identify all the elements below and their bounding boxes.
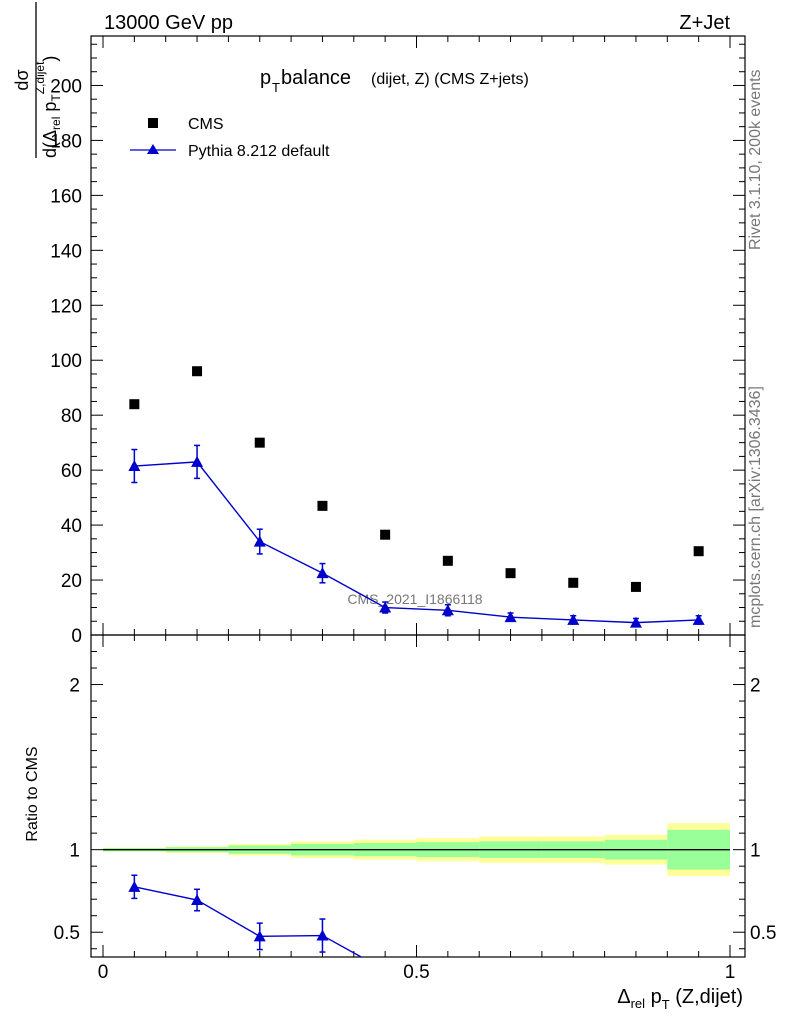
y-axis-label-ratio: Ratio to CMS — [24, 746, 41, 841]
legend-pythia-marker — [147, 144, 159, 154]
y-tick-label: 0 — [71, 626, 82, 647]
pythia-point — [379, 601, 392, 613]
y-tick-label: 80 — [61, 406, 82, 427]
cms-point — [380, 529, 391, 540]
ratio-y-tick-label: 0.5 — [54, 923, 80, 944]
legend: CMS Pythia 8.212 default — [130, 116, 330, 160]
header-left: 13000 GeV pp — [104, 12, 233, 34]
pythia-point — [567, 613, 580, 625]
y-tick-label: 120 — [50, 296, 82, 317]
legend-pythia-label: Pythia 8.212 default — [188, 143, 330, 160]
rivet-label: Rivet 3.1.10, 200k events — [747, 69, 764, 250]
y-tick-label: 200 — [50, 76, 82, 97]
x-axis-label: Δrel pT (Z,dijet) — [617, 986, 743, 1012]
legend-cms-marker — [148, 118, 158, 128]
y-tick-label: 180 — [50, 131, 82, 152]
plot-layer: 0 20 40 60 80 100 120 140 160 180 200 0 0.5 1 0.5 0.5 1 1… — [50, 35, 776, 983]
ratio-pythia-point — [253, 930, 266, 942]
cms-point — [568, 577, 579, 588]
title-rest: balance — [281, 67, 351, 89]
pythia-point — [128, 460, 141, 472]
x-tick-label: 0 — [98, 962, 109, 983]
ratio-pythia-point — [379, 964, 391, 975]
ratio-pythia-point — [316, 929, 329, 941]
pythia-point — [316, 567, 329, 579]
cms-point — [129, 399, 140, 410]
cms-point — [630, 581, 641, 592]
ratio-y-tick-label-right: 2 — [750, 676, 761, 697]
ylabel-num: dσ — [12, 69, 32, 90]
pythia-point — [504, 611, 517, 623]
ratio-y-tick-label-right: 0.5 — [750, 923, 776, 944]
x-tick-label: 0.5 — [403, 962, 429, 983]
pythia-point — [629, 616, 642, 628]
title-sub: T — [272, 80, 280, 95]
ratio-frame — [90, 634, 746, 958]
cms-point — [192, 366, 203, 377]
ratio-data-group — [128, 874, 391, 975]
header-right: Z+Jet — [679, 12, 730, 34]
y-tick-label: 100 — [50, 351, 82, 372]
cms-point — [505, 568, 516, 579]
cms-point — [317, 500, 328, 511]
ratio-pythia-point — [128, 880, 141, 892]
cms-point — [442, 555, 453, 566]
x-tick-label: 1 — [725, 962, 736, 983]
ratio-pythia-point — [191, 894, 204, 906]
y-tick-label: 40 — [61, 516, 82, 537]
mcplots-label: mcplots.cern.ch [arXiv:1306.3436] — [747, 386, 764, 628]
ratio-y-tick-label: 2 — [69, 676, 80, 697]
pythia-line — [134, 461, 699, 624]
legend-cms-label: CMS — [188, 116, 224, 133]
pythia-point — [692, 613, 705, 625]
ylabel-den: d(Δrel pTZ,dijet) — [33, 56, 63, 158]
pythia-point — [191, 455, 204, 467]
chart-title: p T balance (dijet, Z) (CMS Z+jets) — [260, 67, 529, 95]
y-tick-label: 60 — [61, 461, 82, 482]
pythia-point — [253, 535, 266, 547]
pythia-point — [441, 604, 454, 616]
y-tick-label: 140 — [50, 241, 82, 262]
y-tick-label: 160 — [50, 186, 82, 207]
y-axis-label-top: dσ d(Δrel pTZ,dijet) — [12, 2, 63, 158]
cms-point — [693, 546, 704, 557]
y-tick-label: 20 — [61, 571, 82, 592]
cms-point — [254, 437, 265, 448]
title-paren: (dijet, Z) (CMS Z+jets) — [371, 71, 529, 88]
title-p: p — [260, 67, 271, 89]
watermark: CMS_2021_I1866118 — [347, 591, 482, 607]
ratio-y-tick-label-right: 1 — [750, 841, 761, 862]
ratio-y-tick-label: 1 — [69, 841, 80, 862]
